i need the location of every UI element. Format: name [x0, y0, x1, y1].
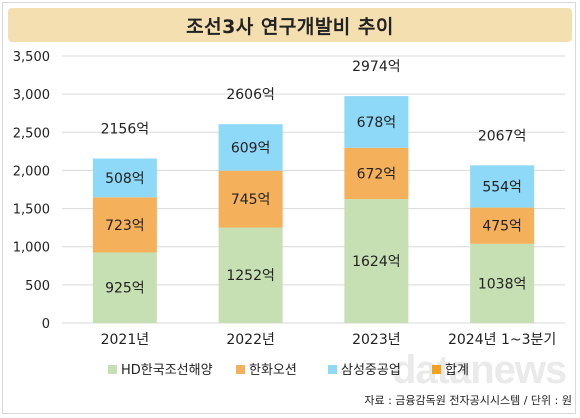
- legend-label: HD한국조선해양: [121, 363, 213, 378]
- bar-segment: [218, 170, 283, 228]
- bar-segment: [470, 165, 535, 208]
- chart-frame: [2, 2, 576, 414]
- data-label: 1252억: [226, 268, 275, 284]
- data-label: 1038억: [478, 276, 527, 292]
- data-label: 925억: [105, 281, 145, 297]
- data-label: 723억: [105, 218, 145, 234]
- total-label: 2156억: [101, 122, 150, 138]
- x-tick-label: 2022년: [226, 332, 275, 348]
- data-label: 554억: [482, 179, 522, 195]
- y-tick-label: 1,000: [13, 241, 50, 256]
- bar-segment: [218, 124, 283, 171]
- chart-title-bar: 조선3사 연구개발비 추이: [8, 8, 572, 42]
- y-tick-label: 3,000: [13, 88, 50, 103]
- y-tick-label: 500: [25, 279, 50, 294]
- bar-segment: [218, 227, 283, 323]
- y-tick-label: 0: [42, 317, 50, 332]
- bar-segment: [92, 197, 157, 253]
- bar-segment: [92, 252, 157, 323]
- bar-segment: [344, 199, 409, 323]
- data-label: 609억: [231, 140, 271, 156]
- data-label: 672억: [357, 166, 397, 182]
- total-label: 2974억: [352, 59, 401, 75]
- watermark-logo: datanews: [392, 348, 567, 392]
- y-tick-label: 2,000: [13, 164, 50, 179]
- bar-segment: [470, 243, 535, 323]
- legend-swatch: [432, 365, 441, 374]
- x-tick-label: 2024년 1~3분기: [448, 332, 556, 348]
- y-tick-label: 2,500: [13, 126, 50, 141]
- data-label: 508억: [105, 171, 145, 187]
- y-tick-label: 3,500: [13, 50, 50, 65]
- bar-segment: [470, 207, 535, 244]
- legend-swatch: [108, 365, 117, 374]
- legend-swatch: [236, 365, 245, 374]
- x-tick-label: 2023년: [352, 332, 401, 348]
- legend-swatch: [328, 365, 337, 374]
- data-label: 745억: [231, 192, 271, 208]
- bar-segment: [92, 158, 157, 198]
- data-label: 1624억: [352, 254, 401, 270]
- legend-label: 삼성중공업: [341, 363, 401, 378]
- chart-title: 조선3사 연구개발비 추이: [186, 15, 394, 38]
- bar-segment: [344, 96, 409, 148]
- y-tick-label: 1,500: [13, 203, 50, 218]
- x-tick-label: 2021년: [101, 332, 150, 348]
- data-label: 678억: [357, 115, 397, 131]
- legend-label: 합계: [445, 363, 469, 378]
- legend-label: 한화오션: [249, 363, 297, 378]
- data-label: 475억: [482, 219, 522, 235]
- total-label: 2606억: [226, 87, 275, 103]
- bar-segment: [344, 147, 409, 200]
- total-label: 2067억: [478, 128, 527, 144]
- source-note: 자료 : 금융감독원 전자공시시스템 / 단위 : 원: [364, 394, 572, 407]
